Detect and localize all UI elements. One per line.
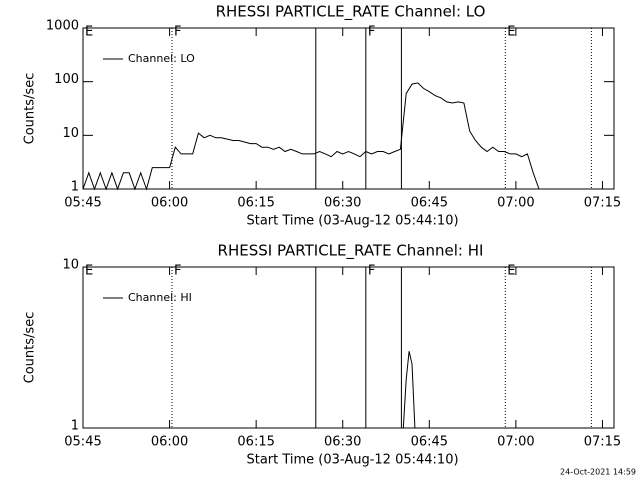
x-tick-label: 05:45 [64, 196, 101, 211]
plot-frame [82, 27, 615, 190]
x-tick-label: 07:00 [497, 435, 534, 450]
x-tick-label: 06:00 [151, 435, 188, 450]
data-line [402, 351, 416, 429]
y-tick-label: 10 [62, 258, 79, 273]
y-tick-label: 10 [62, 126, 79, 141]
y-tick-label: 1 [71, 419, 79, 434]
x-tick-label: 07:15 [584, 196, 621, 211]
y-tick-label: 1000 [46, 19, 79, 34]
data-line [82, 82, 540, 191]
legend-label: Channel: LO [128, 52, 195, 65]
x-tick-label: 07:00 [497, 196, 534, 211]
annotation: E [85, 264, 93, 279]
annotation: F [174, 264, 181, 279]
legend-label: Channel: HI [128, 291, 192, 304]
x-tick-label: 05:45 [64, 435, 101, 450]
x-tick-label: 07:15 [584, 435, 621, 450]
annotation: F [368, 25, 375, 40]
plot-frame [82, 266, 615, 429]
annotation: E [507, 25, 515, 40]
annotation: E [507, 264, 515, 279]
x-axis-title: Start Time (03-Aug-12 05:44:10) [246, 214, 458, 229]
y-tick-label: 1 [71, 180, 79, 195]
chart-title: RHESSI PARTICLE_RATE Channel: HI [218, 242, 484, 261]
y-axis-title: Counts/sec [23, 73, 38, 145]
y-tick-label: 100 [54, 72, 79, 87]
x-tick-label: 06:45 [411, 435, 448, 450]
annotation: F [368, 264, 375, 279]
x-tick-label: 06:30 [324, 435, 361, 450]
annotation: F [174, 25, 181, 40]
x-tick-label: 06:30 [324, 196, 361, 211]
annotation: E [85, 25, 93, 40]
x-axis-title: Start Time (03-Aug-12 05:44:10) [246, 453, 458, 468]
x-tick-label: 06:15 [237, 435, 274, 450]
x-tick-label: 06:00 [151, 196, 188, 211]
chart-title: RHESSI PARTICLE_RATE Channel: LO [216, 3, 486, 22]
footer: 24-Oct-2021 14:59 [560, 468, 636, 477]
x-tick-label: 06:15 [237, 196, 274, 211]
y-axis-title: Counts/sec [23, 312, 38, 384]
x-tick-label: 06:45 [411, 196, 448, 211]
